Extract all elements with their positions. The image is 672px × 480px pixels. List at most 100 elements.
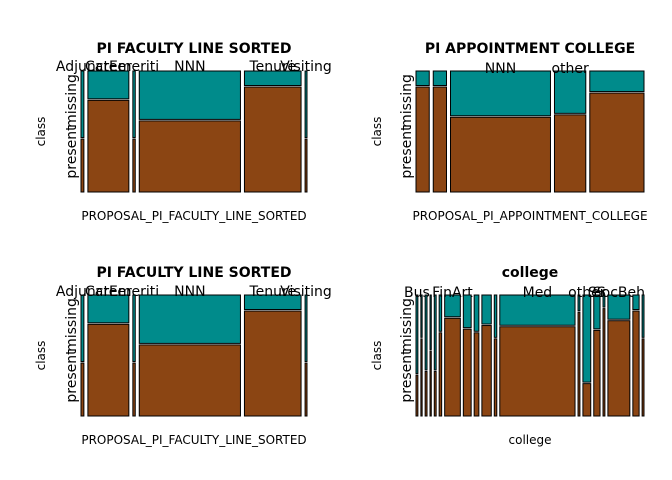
mosaic-tile-absent	[432, 86, 447, 193]
mosaic-tile-present	[444, 294, 461, 318]
mosaic-tile-present	[304, 70, 308, 139]
mosaic-tile-absent	[429, 350, 432, 417]
category-label: Tenure	[248, 59, 296, 75]
mosaic-tile-present	[415, 70, 430, 87]
row-label-present: present	[399, 125, 415, 179]
mosaic-tile-present	[87, 294, 130, 324]
mosaic-tile-present	[593, 294, 601, 330]
mosaic-tile-absent	[80, 138, 85, 193]
mosaic-tile-absent	[420, 338, 423, 417]
mosaic-tile-present	[80, 70, 85, 139]
y-axis-label: class	[370, 341, 384, 371]
mosaic-tile-present	[138, 294, 241, 344]
mosaic-tile-present	[493, 294, 498, 338]
mosaic-panel-1: PI FACULTY LINE SORTED PROPOSAL_PI_FACULT…	[34, 41, 332, 223]
mosaic-tile-present	[632, 294, 640, 311]
chart-title: college	[502, 265, 559, 281]
mosaic-tile-present	[553, 70, 587, 114]
mosaic-tile-absent	[304, 138, 308, 193]
mosaic-tile-present	[577, 294, 581, 312]
mosaic-tile-absent	[499, 326, 576, 417]
mosaic-tile-absent	[304, 362, 308, 417]
category-label: Career	[85, 59, 132, 75]
mosaic-tile-absent	[493, 338, 498, 417]
row-label-missing: missing	[64, 74, 80, 128]
mosaic-tile-absent	[243, 86, 302, 193]
category-label: Career	[85, 284, 132, 300]
mosaic-tile-absent	[424, 371, 428, 417]
mosaic-tile-absent	[553, 114, 587, 193]
mosaic-tile-present	[438, 294, 443, 332]
mosaic-tile-absent	[481, 325, 492, 417]
category-label: other	[551, 61, 589, 77]
mosaic-tile-present	[589, 70, 645, 93]
mosaic-tile-present	[582, 294, 592, 383]
x-axis-label: college	[509, 433, 552, 447]
mosaic-tile-absent	[473, 332, 480, 417]
mosaic-tile-absent	[80, 362, 85, 417]
mosaic-tile-present	[432, 70, 447, 87]
category-label: SS	[588, 285, 606, 301]
category-label: SocBeh	[593, 285, 645, 301]
x-axis-label: PROPOSAL_PI_APPOINTMENT_COLLEGE	[412, 209, 647, 223]
mosaic-tile-absent	[438, 332, 443, 417]
row-label-missing: missing	[399, 298, 415, 352]
mosaic-tile-present	[450, 70, 551, 117]
mosaic-tile-present	[602, 294, 606, 308]
mosaic-tile-present	[429, 294, 432, 350]
mosaic-tile-absent	[450, 116, 551, 193]
mosaic-tile-present	[481, 294, 492, 325]
mosaic-tile-present	[607, 294, 631, 320]
mosaic-tile-absent	[641, 338, 645, 417]
mosaic-tile-absent	[632, 310, 640, 417]
row-label-missing: missing	[64, 298, 80, 352]
mosaic-tile-present	[243, 294, 302, 311]
category-label: Med	[523, 285, 553, 301]
mosaic-tile-present	[499, 294, 576, 326]
mosaic-tile-absent	[589, 92, 645, 193]
category-label: NNN	[174, 284, 205, 300]
mosaic-tile-present	[87, 70, 130, 100]
mosaic-tile-absent	[593, 329, 601, 417]
mosaic-tile-present	[420, 294, 423, 338]
x-axis-label: PROPOSAL_PI_FACULTY_LINE_SORTED	[81, 433, 306, 447]
mosaic-tile-present	[462, 294, 472, 329]
mosaic-tile-absent	[132, 362, 136, 417]
mosaic-tile-absent	[138, 120, 241, 193]
mosaic-tile-present	[304, 294, 308, 363]
category-label: NNN	[485, 61, 516, 77]
mosaic-tile-absent	[87, 99, 130, 193]
mosaic-panel-2: PI APPOINTMENT COLLEGE PROPOSAL_PI_APPOIN…	[370, 41, 648, 223]
mosaic-tile-present	[641, 294, 645, 338]
chart-title: PI FACULTY LINE SORTED	[96, 265, 291, 281]
mosaic-tile-present	[243, 70, 302, 87]
category-label: Visiting	[280, 284, 331, 300]
mosaic-tile-absent	[415, 86, 430, 193]
category-label: Tenure	[248, 284, 296, 300]
mosaic-tile-present	[132, 294, 136, 363]
y-axis-label: class	[34, 341, 48, 371]
mosaic-tile-absent	[87, 323, 130, 417]
mosaic-tile-present	[424, 294, 428, 371]
chart-title: PI APPOINTMENT COLLEGE	[425, 41, 635, 57]
mosaic-tile-absent	[582, 383, 592, 417]
y-axis-label: class	[34, 117, 48, 147]
mosaic-tile-absent	[415, 374, 419, 417]
category-label: Visiting	[280, 59, 331, 75]
mosaic-tile-present	[415, 294, 419, 375]
mosaic-tile-absent	[132, 138, 136, 193]
mosaic-tile-present	[132, 70, 136, 139]
mosaic-panel-3: PI FACULTY LINE SORTED PROPOSAL_PI_FACULT…	[34, 265, 332, 447]
category-label: NNN	[174, 59, 205, 75]
row-label-present: present	[64, 349, 80, 403]
mosaic-tile-present	[138, 70, 241, 120]
y-axis-label: class	[370, 117, 384, 147]
row-label-present: present	[399, 349, 415, 403]
mosaic-tile-absent	[607, 320, 631, 417]
chart-title: PI FACULTY LINE SORTED	[96, 41, 291, 57]
mosaic-tile-present	[473, 294, 480, 332]
mosaic-tile-absent	[444, 317, 461, 417]
mosaic-tile-absent	[462, 328, 472, 417]
